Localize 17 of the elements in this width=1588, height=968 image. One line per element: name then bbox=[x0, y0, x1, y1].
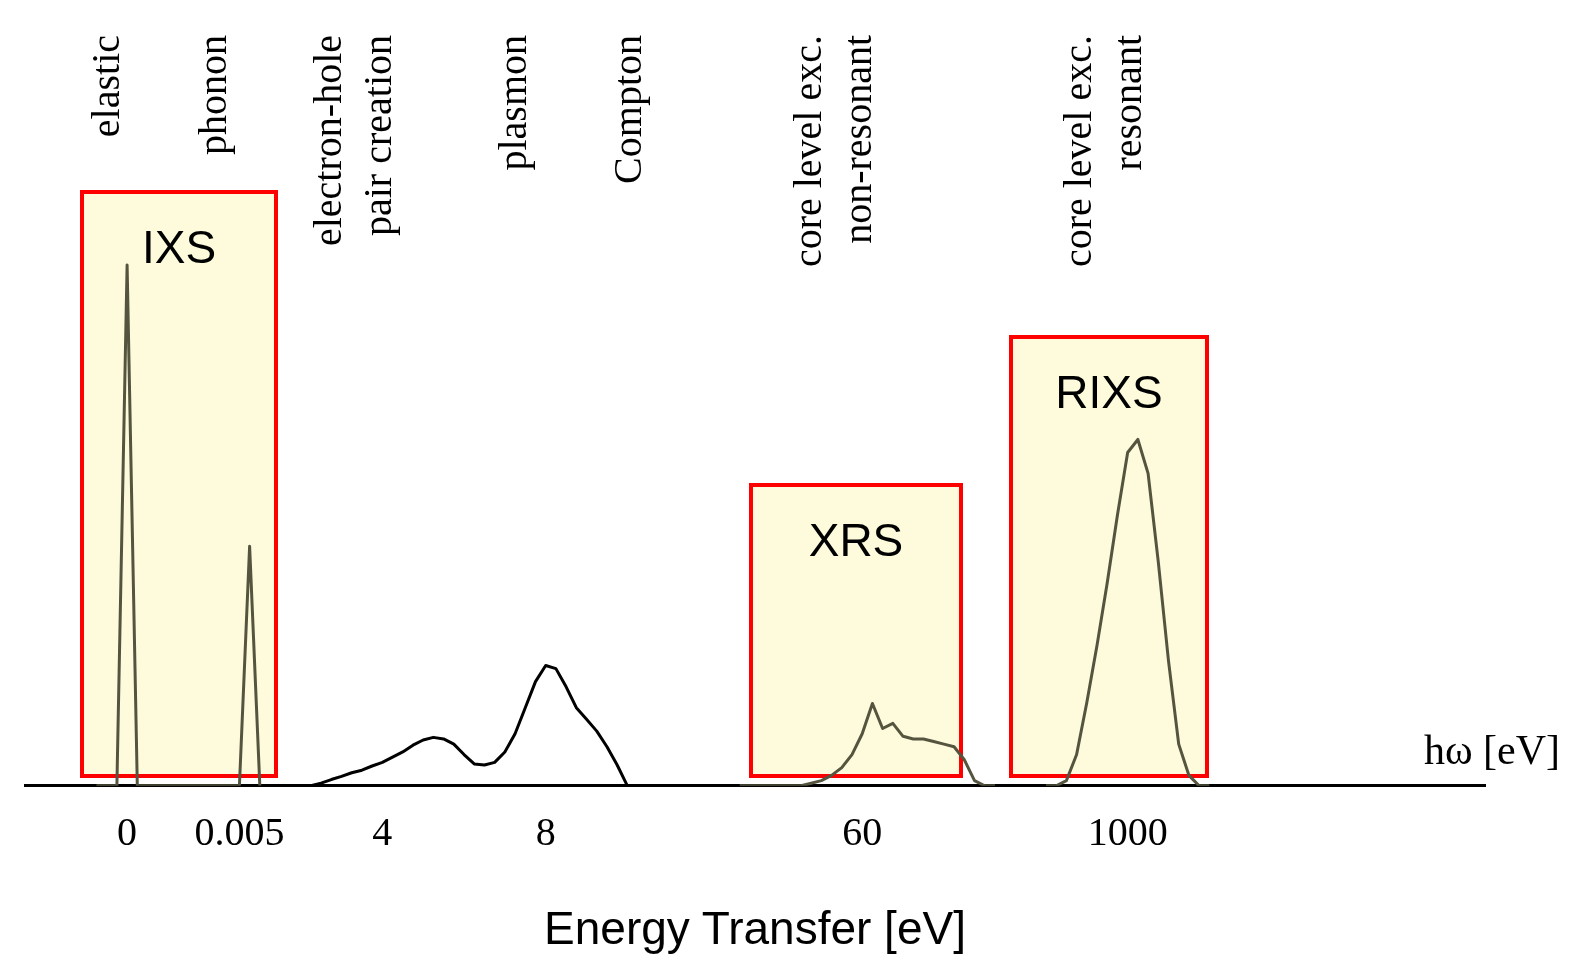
text: Compton bbox=[604, 35, 650, 184]
annotation: IXS bbox=[141, 220, 217, 273]
x-axis-title: Energy Transfer [eV] bbox=[544, 902, 966, 955]
annotation: hω [eV] bbox=[1423, 726, 1560, 773]
x-tick-label: 4 bbox=[372, 809, 393, 855]
annotation: core level exc. non-resonant bbox=[784, 35, 880, 268]
x-tick-label: 0.005 bbox=[194, 809, 285, 855]
x-tick-label: 60 bbox=[842, 809, 883, 855]
text: phonon bbox=[189, 35, 235, 155]
annotation: RIXS bbox=[1055, 365, 1163, 418]
x-tick-label: 0 bbox=[117, 809, 138, 855]
x-tick-label: 8 bbox=[535, 809, 556, 855]
x-tick-label: 1000 bbox=[1087, 809, 1168, 855]
annotation: core level exc. resonant bbox=[1054, 35, 1150, 268]
text: elastic bbox=[82, 35, 128, 138]
annotation: XRS bbox=[808, 513, 904, 566]
text: plasmon bbox=[489, 35, 535, 171]
